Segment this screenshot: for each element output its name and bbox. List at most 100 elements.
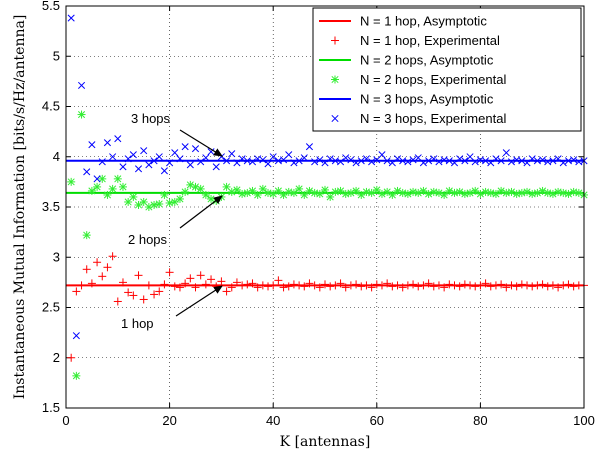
- point-stroke-b: [171, 198, 179, 206]
- annotations: 3 hops 2 hops 1 hop: [121, 111, 223, 331]
- data-point: [82, 231, 91, 240]
- data-point: [222, 287, 231, 296]
- point-stroke-b: [497, 187, 505, 195]
- data-point: [145, 161, 153, 169]
- data-point: [83, 168, 91, 176]
- data-point: [378, 151, 386, 159]
- annotation-arrow: [175, 285, 223, 317]
- data-point: [321, 280, 329, 289]
- data-point: [419, 159, 427, 167]
- data-point: [274, 276, 283, 285]
- data-point: [87, 186, 96, 195]
- point-stroke-b: [368, 189, 376, 197]
- data-point: [388, 282, 397, 291]
- data-point: [119, 163, 127, 171]
- point-stroke-b: [176, 195, 184, 203]
- point-stroke-b: [513, 190, 521, 198]
- data-point: [248, 186, 257, 195]
- y-tick-label: 2.5: [42, 300, 60, 315]
- data-point: [315, 189, 324, 198]
- point-stroke-b: [77, 110, 86, 119]
- point-stroke-b: [176, 155, 184, 163]
- data-point: [227, 283, 236, 292]
- data-point: [118, 278, 127, 287]
- point-stroke-b: [217, 153, 225, 161]
- data-point: [429, 282, 438, 291]
- data-point: [118, 182, 127, 191]
- data-point: [160, 190, 169, 199]
- point-stroke-b: [305, 143, 314, 151]
- data-point: [279, 283, 288, 292]
- data-point: [129, 151, 137, 159]
- point-stroke-b: [523, 159, 531, 167]
- annotation-arrow: [179, 129, 223, 157]
- legend-box: [312, 7, 582, 132]
- point-stroke-b: [238, 155, 246, 163]
- point-stroke-b: [119, 183, 127, 191]
- point-stroke-b: [326, 155, 334, 163]
- point-stroke-b: [419, 187, 427, 195]
- point-stroke-b: [435, 189, 443, 197]
- point-stroke-b: [98, 175, 106, 183]
- point-stroke-b: [554, 155, 562, 163]
- data-point: [160, 280, 169, 289]
- data-point: [528, 155, 536, 163]
- data-point: [197, 158, 205, 166]
- data-point: [238, 155, 246, 163]
- data-point: [248, 279, 257, 288]
- x-tick-label: 20: [162, 413, 176, 428]
- point-stroke-b: [114, 175, 122, 183]
- annotation-label: 2 hops: [128, 232, 168, 247]
- y-tick-label: 5: [53, 48, 60, 63]
- y-tick-label: 1.5: [42, 400, 60, 415]
- y-tick-label: 5.5: [42, 0, 60, 13]
- point-stroke-b: [336, 158, 345, 166]
- data-point: [181, 279, 190, 288]
- data-point: [165, 198, 174, 207]
- point-stroke-b: [570, 156, 578, 164]
- legend-marker-swatch: [331, 75, 339, 84]
- data-point: [243, 188, 252, 197]
- data-point: [481, 279, 490, 288]
- point-stroke-b: [539, 187, 547, 195]
- data-point: [336, 158, 345, 166]
- data-point: [223, 157, 231, 165]
- annotation-label: 3 hops: [131, 111, 171, 126]
- data-point: [570, 156, 578, 164]
- data-point: [305, 143, 314, 151]
- data-point: [455, 282, 464, 291]
- point-stroke-b: [466, 153, 474, 161]
- data-point: [383, 279, 392, 288]
- point-stroke-b: [497, 157, 505, 165]
- point-stroke-b: [352, 187, 360, 195]
- data-point: [326, 155, 334, 163]
- point-stroke-b: [518, 157, 526, 165]
- point-stroke-b: [450, 159, 459, 167]
- data-point: [434, 281, 443, 290]
- data-point: [346, 281, 355, 290]
- point-stroke-b: [150, 157, 158, 165]
- point-stroke-b: [487, 159, 495, 167]
- y-tick-label: 4: [53, 149, 60, 164]
- point-stroke-b: [357, 191, 365, 199]
- data-point: [93, 182, 102, 191]
- data-point: [430, 155, 438, 163]
- data-point: [269, 281, 278, 290]
- point-stroke-b: [98, 158, 106, 166]
- data-point: [109, 153, 117, 161]
- data-point: [134, 165, 143, 173]
- data-point: [518, 157, 526, 165]
- data-point: [98, 174, 107, 183]
- point-stroke-b: [523, 188, 531, 196]
- point-stroke-b: [461, 157, 469, 165]
- data-point: [155, 199, 164, 208]
- data-point: [538, 280, 547, 289]
- point-stroke-b: [124, 155, 132, 163]
- point-stroke-b: [160, 191, 168, 199]
- x-tick-label: 60: [370, 413, 384, 428]
- point-stroke-b: [67, 14, 75, 22]
- data-point: [497, 157, 505, 165]
- data-point: [274, 186, 283, 195]
- data-point: [186, 274, 195, 283]
- point-stroke-b: [321, 186, 329, 194]
